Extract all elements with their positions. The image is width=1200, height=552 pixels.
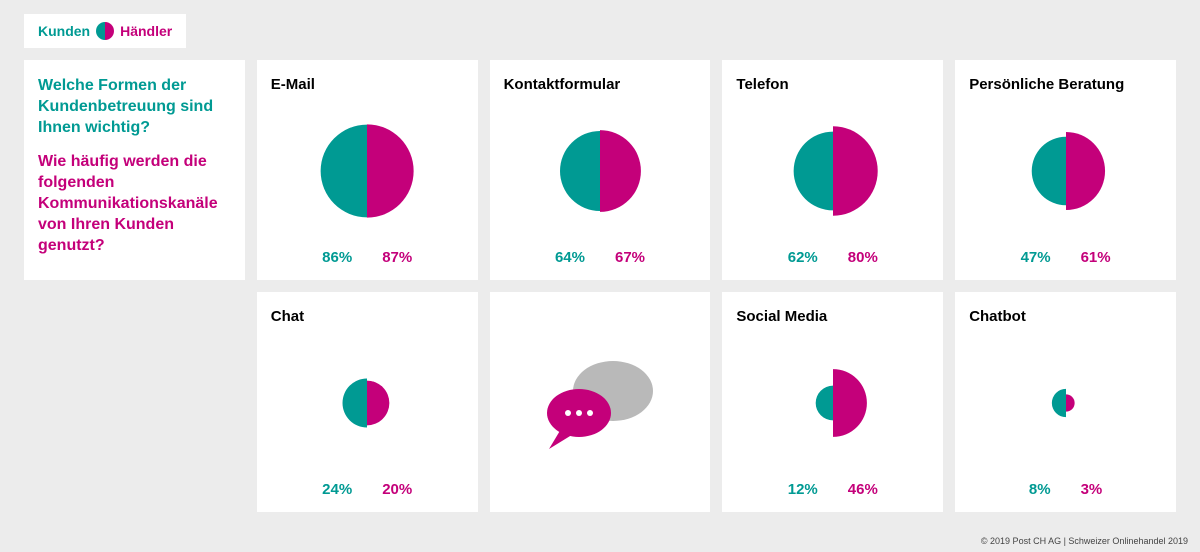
- split-circle-chart: [736, 325, 929, 481]
- legend: Kunden Händler: [24, 14, 186, 48]
- card-title: Chat: [271, 308, 464, 325]
- split-circle-chart: [504, 93, 697, 249]
- card-chat: Chat 24% 20%: [257, 292, 478, 512]
- card-title: Social Media: [736, 308, 929, 325]
- split-circle-chart: [736, 93, 929, 249]
- value-haendler: 67%: [615, 249, 645, 266]
- value-kunden: 62%: [788, 249, 818, 266]
- card-phone: Telefon 62% 80%: [722, 60, 943, 280]
- value-haendler: 3%: [1081, 481, 1103, 498]
- value-haendler: 80%: [848, 249, 878, 266]
- card-form: Kontaktformular 64% 67%: [490, 60, 711, 280]
- value-kunden: 47%: [1021, 249, 1051, 266]
- card-values: 47% 61%: [969, 249, 1162, 268]
- legend-swatch-left: [96, 22, 105, 40]
- value-kunden: 64%: [555, 249, 585, 266]
- footer-copyright: © 2019 Post CH AG | Schweizer Onlinehand…: [981, 536, 1188, 546]
- legend-swatch-right: [105, 22, 114, 40]
- value-kunden: 8%: [1029, 481, 1051, 498]
- card-values: 24% 20%: [271, 481, 464, 500]
- legend-swatch: [96, 22, 114, 40]
- card-email: E-Mail 86% 87%: [257, 60, 478, 280]
- speech-bubble-icon: [504, 308, 697, 500]
- card-title: Persönliche Beratung: [969, 76, 1162, 93]
- value-haendler: 20%: [382, 481, 412, 498]
- legend-haendler-label: Händler: [120, 23, 172, 39]
- card-values: 12% 46%: [736, 481, 929, 500]
- value-kunden: 12%: [788, 481, 818, 498]
- value-haendler: 46%: [848, 481, 878, 498]
- card-values: 86% 87%: [271, 249, 464, 268]
- card-title: E-Mail: [271, 76, 464, 93]
- value-kunden: 24%: [322, 481, 352, 498]
- empty-cell: [24, 292, 245, 512]
- card-chatbot: Chatbot 8% 3%: [955, 292, 1176, 512]
- split-circle-chart: [969, 93, 1162, 249]
- split-circle-chart: [969, 325, 1162, 481]
- intro-question-haendler: Wie häufig werden die folgenden Kommunik…: [38, 152, 231, 256]
- card-speech-icon: [490, 292, 711, 512]
- legend-kunden-label: Kunden: [38, 23, 90, 39]
- card-values: 62% 80%: [736, 249, 929, 268]
- grid: Welche Formen der Kundenbetreuung sind I…: [24, 60, 1176, 512]
- card-title: Kontaktformular: [504, 76, 697, 93]
- card-values: 64% 67%: [504, 249, 697, 268]
- card-social: Social Media 12% 46%: [722, 292, 943, 512]
- intro-question-kunden: Welche Formen der Kundenbetreuung sind I…: [38, 76, 231, 138]
- intro-card: Welche Formen der Kundenbetreuung sind I…: [24, 60, 245, 280]
- split-circle-chart: [271, 325, 464, 481]
- split-circle-chart: [271, 93, 464, 249]
- value-kunden: 86%: [322, 249, 352, 266]
- value-haendler: 87%: [382, 249, 412, 266]
- card-consult: Persönliche Beratung 47% 61%: [955, 60, 1176, 280]
- card-title: Telefon: [736, 76, 929, 93]
- value-haendler: 61%: [1081, 249, 1111, 266]
- card-values: 8% 3%: [969, 481, 1162, 500]
- card-title: Chatbot: [969, 308, 1162, 325]
